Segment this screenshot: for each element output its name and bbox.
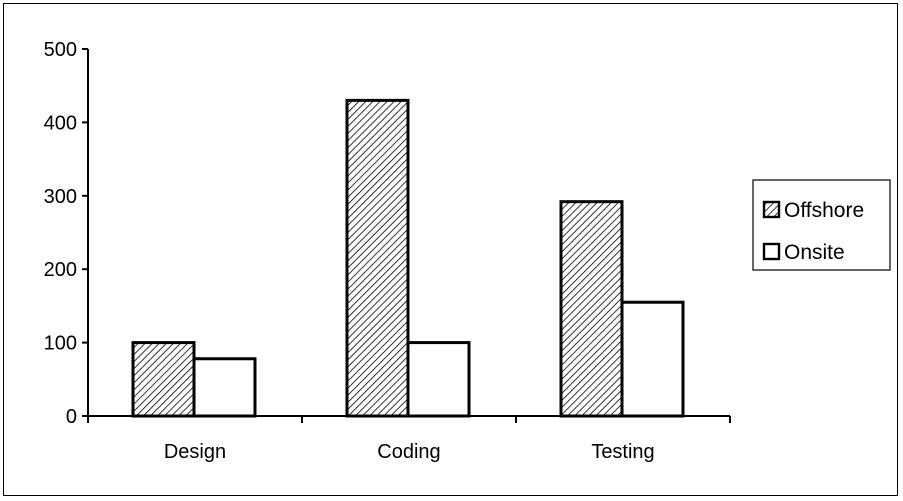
bar-onsite-testing xyxy=(620,300,685,418)
bar-offshore-coding xyxy=(345,98,410,418)
bar-offshore-testing xyxy=(559,200,624,418)
legend-label-onsite: Onsite xyxy=(784,241,845,264)
legend-swatch-onsite xyxy=(762,242,781,261)
bars-layer xyxy=(131,98,685,418)
x-tick-label-design: Design xyxy=(164,441,226,463)
legend-label-offshore: Offshore xyxy=(784,199,864,222)
bar-offshore-design xyxy=(131,341,196,418)
axes-layer: Design Coding Testing 0 100 200 300 400 500 xyxy=(44,39,731,463)
y-tick-label-500: 500 xyxy=(44,39,77,61)
y-tick-label-300: 300 xyxy=(44,186,77,208)
x-tick-label-coding: Coding xyxy=(377,441,440,463)
legend: Offshore Onsite xyxy=(752,179,891,271)
y-tick-label-400: 400 xyxy=(44,112,77,134)
bar-onsite-coding xyxy=(406,341,471,418)
legend-swatch-offshore xyxy=(762,200,781,219)
x-tick-label-testing: Testing xyxy=(591,441,654,463)
y-tick-label-200: 200 xyxy=(44,259,77,281)
bar-onsite-design xyxy=(192,357,257,418)
y-tick-label-0: 0 xyxy=(66,406,77,428)
y-tick-label-100: 100 xyxy=(44,333,77,355)
